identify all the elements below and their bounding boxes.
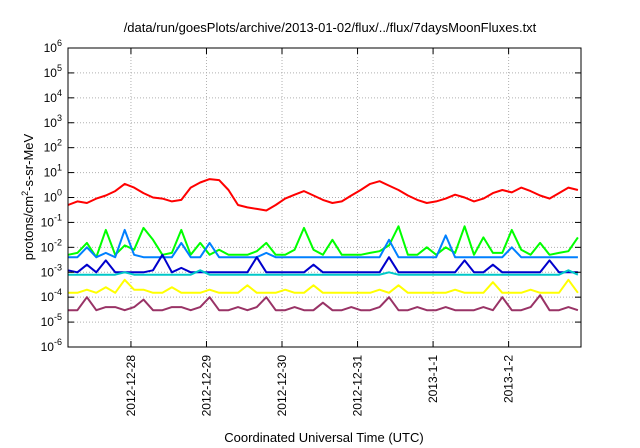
y-tick-label: 101 [44, 163, 62, 180]
y-tick-exponent: 0 [57, 188, 62, 198]
x-axis-label: Coordinated Universal Time (UTC) [224, 430, 423, 445]
y-tick-label: 100 [44, 188, 62, 205]
y-tick-base: 10 [41, 215, 55, 229]
series-line-3 [68, 228, 578, 259]
series-line-4 [67, 253, 578, 274]
y-tick-exponent: -6 [54, 337, 62, 347]
series-line-7 [68, 294, 579, 312]
x-tick-label: 2013-1-2 [502, 355, 516, 403]
y-axis-label-exponent: 2 [20, 191, 30, 196]
y-tick-base: 10 [41, 315, 55, 329]
y-tick-exponent: 1 [57, 163, 62, 173]
series-line-2 [67, 225, 579, 259]
y-tick-exponent: -4 [54, 287, 62, 297]
y-tick-exponent: -5 [54, 312, 62, 322]
y-tick-label: 103 [44, 113, 62, 130]
y-tick-base: 10 [44, 41, 58, 55]
series-line-6 [68, 278, 579, 294]
chart-title: /data/run/goesPlots/archive/2013-01-02/f… [124, 20, 537, 35]
y-tick-label: 10-5 [41, 312, 62, 329]
y-tick-exponent: -1 [54, 212, 62, 222]
series-layer [67, 178, 579, 312]
y-tick-label: 105 [44, 63, 62, 80]
y-tick-exponent: 2 [57, 138, 62, 148]
x-axis: 2012-12-28 2012-12-29 2012-12-30 2012-12-31… [124, 48, 516, 416]
grid [68, 48, 581, 347]
y-tick-base: 10 [44, 141, 58, 155]
x-tick-label: 2012-12-28 [124, 355, 138, 417]
x-tick-label: 2012-12-30 [275, 355, 289, 417]
y-tick-exponent: 5 [57, 63, 62, 73]
series-line-1 [67, 178, 579, 212]
y-axis-label: protons/cm2-s-sr-MeV [20, 133, 36, 260]
y-tick-exponent: -3 [54, 262, 62, 272]
x-tick-label: 2013-1-1 [426, 355, 440, 403]
y-tick-label: 10-1 [41, 212, 62, 229]
y-tick-exponent: 4 [57, 88, 62, 98]
y-tick-base: 10 [44, 91, 58, 105]
y-tick-label: 104 [44, 88, 62, 105]
y-tick-base: 10 [44, 116, 58, 130]
y-axis: 10-610-510-410-310-210-11001011021031041… [41, 38, 581, 354]
y-tick-base: 10 [44, 66, 58, 80]
y-tick-label: 102 [44, 138, 62, 155]
y-tick-label: 10-3 [41, 262, 62, 279]
y-tick-label: 10-2 [41, 237, 62, 254]
y-tick-exponent: 6 [57, 38, 62, 48]
y-tick-label: 10-4 [41, 287, 62, 304]
x-tick-label: 2012-12-31 [351, 355, 365, 417]
y-tick-label: 10-6 [41, 337, 62, 354]
y-tick-base: 10 [41, 240, 55, 254]
y-tick-base: 10 [41, 290, 55, 304]
y-axis-label-part-2: -s-sr-MeV [21, 133, 36, 190]
y-tick-base: 10 [44, 191, 58, 205]
y-tick-exponent: -2 [54, 237, 62, 247]
x-tick-label: 2012-12-29 [199, 355, 213, 417]
y-tick-exponent: 3 [57, 113, 62, 123]
y-tick-label: 106 [44, 38, 62, 55]
series-line-5 [68, 269, 579, 276]
y-axis-label-part-1: protons/cm [21, 196, 36, 260]
y-tick-base: 10 [44, 166, 58, 180]
y-tick-base: 10 [41, 265, 55, 279]
y-tick-base: 10 [41, 340, 55, 354]
